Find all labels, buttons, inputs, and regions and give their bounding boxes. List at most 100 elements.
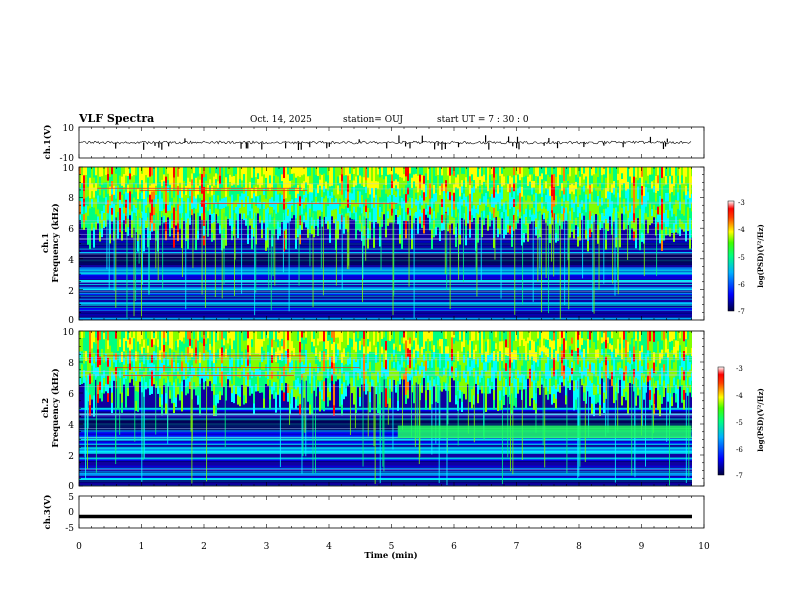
spec-cell xyxy=(545,187,547,196)
spec-cell xyxy=(587,383,589,392)
spec-cell xyxy=(439,338,441,347)
spec-cell xyxy=(467,174,469,182)
spec-cell xyxy=(213,176,215,186)
spec-cell xyxy=(105,196,107,205)
spec-cell xyxy=(241,344,243,352)
spec-cell xyxy=(199,191,201,198)
spec-cell xyxy=(483,188,485,197)
spec-cell xyxy=(587,368,589,377)
spec-cell xyxy=(419,365,421,375)
spec-cell xyxy=(643,195,645,206)
spec-cell xyxy=(199,209,201,217)
spec-cell xyxy=(319,370,321,382)
spec-line xyxy=(79,447,692,450)
spec-cell xyxy=(389,331,391,342)
spec-cell xyxy=(493,399,495,410)
spec-cell xyxy=(327,174,329,183)
spec-cell xyxy=(661,208,663,220)
spec-cell xyxy=(389,194,391,202)
sferic-streak xyxy=(320,212,322,269)
spec-cell xyxy=(287,201,289,209)
sferic-streak xyxy=(148,212,150,295)
spec-cell xyxy=(513,167,515,176)
spec-cell xyxy=(201,331,203,338)
spec-cell xyxy=(625,174,627,183)
spec-cell xyxy=(669,175,671,185)
spec-cell xyxy=(155,176,157,186)
spec-cell xyxy=(303,389,305,398)
spec-cell xyxy=(103,197,105,206)
spec-cell xyxy=(419,209,421,217)
spec-cell xyxy=(549,346,551,356)
spec-cell xyxy=(605,218,607,230)
spec-cell xyxy=(263,215,265,223)
spec-cell xyxy=(687,174,689,184)
sferic-streak xyxy=(627,212,629,260)
spec-cell xyxy=(685,176,687,186)
spec-cell xyxy=(253,392,255,404)
spec-cell xyxy=(185,331,187,340)
spec-cell xyxy=(585,220,587,231)
spec-cell xyxy=(393,343,395,350)
spec-cell xyxy=(295,207,297,219)
spec-cell xyxy=(687,222,689,232)
spec-cell xyxy=(211,338,213,347)
spec-cell xyxy=(141,173,143,181)
spec-cell xyxy=(227,354,229,362)
spec-cell xyxy=(93,167,95,178)
spec-cell xyxy=(343,331,345,340)
spec-cell xyxy=(455,376,457,387)
spec-cell xyxy=(645,193,647,201)
spec-cell xyxy=(609,354,611,362)
spec-cell xyxy=(603,381,605,393)
spec-cell xyxy=(631,189,633,199)
spec-cell xyxy=(197,349,199,359)
spec-cell xyxy=(435,167,437,176)
spec-cell xyxy=(433,175,435,185)
spec-cell xyxy=(361,212,363,223)
spec-cell xyxy=(457,350,459,362)
spec-cell xyxy=(211,204,213,214)
spec-cell xyxy=(415,179,417,187)
spec-cell xyxy=(173,331,175,342)
spec-cell xyxy=(295,228,297,239)
spec-cell xyxy=(583,339,585,349)
sferic-streak xyxy=(155,212,157,269)
spec-cell xyxy=(313,167,315,177)
spec-cell xyxy=(297,193,299,203)
spec-cell xyxy=(389,173,391,182)
spec-cell xyxy=(195,239,197,251)
sferic-streak xyxy=(274,212,276,286)
spec-cell xyxy=(421,361,423,370)
spec-cell xyxy=(287,187,289,196)
spec-cell xyxy=(595,167,597,174)
spec-cell xyxy=(591,215,593,225)
spec-cell xyxy=(297,219,299,229)
spec-cell xyxy=(507,183,509,192)
spec-cell xyxy=(137,401,139,412)
spec-cell xyxy=(661,219,663,231)
sferic-streak xyxy=(643,212,645,277)
spec-cell xyxy=(155,345,157,353)
spec-cell xyxy=(395,202,397,210)
spec-cell xyxy=(445,211,447,219)
spec-cell xyxy=(643,186,645,197)
spec-cell xyxy=(381,338,383,347)
spec-cell xyxy=(595,340,597,350)
spec-cell xyxy=(139,192,141,202)
spec-cell xyxy=(213,383,215,395)
spec-cell xyxy=(159,210,161,219)
spec-cell xyxy=(519,360,521,368)
cb1-tick-m5: -5 xyxy=(738,254,745,262)
spec-cell xyxy=(493,167,495,178)
spec-cell xyxy=(603,402,605,413)
spec-cell xyxy=(365,205,367,213)
spec-cell xyxy=(357,351,359,360)
spec-cell xyxy=(539,201,541,211)
spec-cell xyxy=(273,381,275,391)
spec-cell xyxy=(285,376,287,384)
spec-cell xyxy=(243,376,245,387)
spec-cell xyxy=(455,367,457,378)
spec-cell xyxy=(301,337,303,344)
spec-cell xyxy=(369,401,371,413)
